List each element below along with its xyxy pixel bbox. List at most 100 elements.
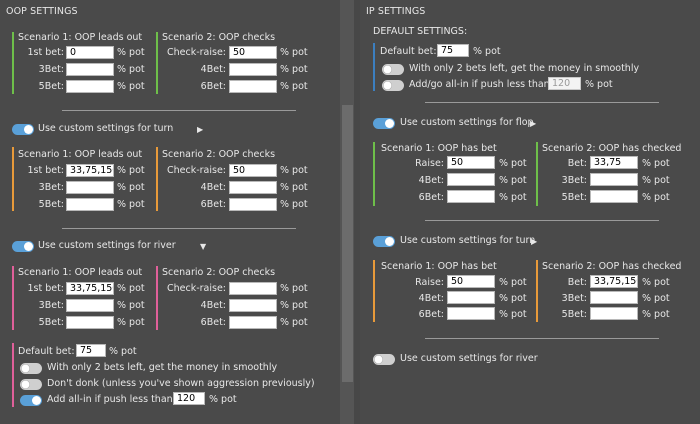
oop-flop-6bet-input[interactable] [229, 80, 277, 93]
ip-turn-s1-bar [373, 260, 375, 322]
oop-river-donk-toggle[interactable] [20, 379, 42, 390]
ip-flop-toggle[interactable] [373, 118, 395, 129]
oop-river-smooth-label[interactable]: With only 2 bets left, get the money in … [47, 362, 278, 373]
oop-flop-4bet-input[interactable] [229, 63, 277, 76]
pot-unit: % pot [642, 277, 670, 288]
oop-river-default-bet-input[interactable]: 75 [76, 344, 106, 357]
pot-unit: % pot [642, 293, 670, 304]
ip-turn-s2-r3-label: 5Bet: [561, 309, 587, 320]
oop-river-s1-r2-label: 3Bet: [38, 300, 64, 311]
expand-down-icon[interactable]: ▼ [200, 242, 207, 251]
ip-turn-4bet-input[interactable] [447, 291, 495, 304]
ip-settings-title: IP SETTINGS [366, 6, 426, 17]
oop-river-s2-r3-label: 6Bet: [200, 317, 226, 328]
oop-river-s2-r2-label: 4Bet: [200, 300, 226, 311]
ip-default-allin-input[interactable]: 120 [548, 77, 581, 90]
oop-river-5bet-input[interactable] [66, 316, 114, 329]
ip-flop-5bet-input[interactable] [590, 190, 638, 203]
oop-flop-s2-bar [156, 32, 158, 94]
oop-flop-s2-title: Scenario 2: OOP checks [162, 32, 276, 43]
ip-turn-s1-r2-label: 4Bet: [418, 293, 444, 304]
ip-turn-s1-r3-label: 6Bet: [418, 309, 444, 320]
ip-flop-s1-r3-label: 6Bet: [418, 192, 444, 203]
oop-river-check-raise-input[interactable] [229, 282, 277, 295]
oop-river-s1-title: Scenario 1: OOP leads out [18, 267, 143, 278]
ip-default-bet-label: Default bet: [380, 46, 437, 57]
oop-turn-toggle[interactable] [12, 124, 34, 135]
oop-river-smooth-toggle[interactable] [20, 363, 42, 374]
pot-unit: % pot [280, 317, 308, 328]
oop-river-toggle-label[interactable]: Use custom settings for river [38, 240, 176, 251]
ip-flop-4bet-input[interactable] [447, 173, 495, 186]
expand-right-icon[interactable]: ▶ [531, 237, 538, 246]
ip-flop-bet-input[interactable]: 33,75 [590, 156, 638, 169]
ip-default-allin-label[interactable]: Add/go all-in if push less than [409, 79, 550, 90]
oop-flop-check-raise-input[interactable]: 50 [229, 46, 277, 59]
oop-turn-1st-bet-input[interactable]: 33,75,150 [66, 164, 114, 177]
oop-flop-s1-r2-label: 3Bet: [38, 64, 64, 75]
oop-turn-4bet-input[interactable] [229, 181, 277, 194]
oop-turn-s2-r1-label: Check-raise: [166, 165, 226, 176]
oop-river-allin-toggle[interactable] [20, 395, 42, 406]
oop-turn-3bet-input[interactable] [66, 181, 114, 194]
ip-turn-5bet-input[interactable] [590, 307, 638, 320]
ip-flop-3bet-input[interactable] [590, 173, 638, 186]
oop-river-6bet-input[interactable] [229, 316, 277, 329]
oop-turn-6bet-input[interactable] [229, 198, 277, 211]
pot-unit: % pot [117, 199, 145, 210]
oop-flop-1st-bet-input[interactable]: 0 [66, 46, 114, 59]
expand-right-icon[interactable]: ▶ [197, 125, 204, 134]
oop-flop-s1-bar [12, 32, 14, 94]
oop-flop-s2-r2-label: 4Bet: [200, 64, 226, 75]
oop-turn-s2-bar [156, 147, 158, 211]
pot-unit: % pot [280, 81, 308, 92]
oop-river-toggle[interactable] [12, 241, 34, 252]
oop-turn-s2-r3-label: 6Bet: [200, 199, 226, 210]
ip-flop-toggle-label[interactable]: Use custom settings for flop [400, 117, 534, 128]
ip-turn-raise-input[interactable]: 50 [447, 275, 495, 288]
ip-default-bet-input[interactable]: 75 [437, 44, 469, 57]
scrollbar-thumb[interactable] [342, 105, 353, 382]
pot-unit: % pot [499, 158, 527, 169]
ip-turn-toggle[interactable] [373, 236, 395, 247]
ip-turn-toggle-label[interactable]: Use custom settings for turn [400, 235, 536, 246]
pot-unit: % pot [117, 81, 145, 92]
pot-unit: % pot [209, 394, 237, 405]
separator [425, 338, 659, 339]
pot-unit: % pot [109, 346, 137, 357]
oop-river-3bet-input[interactable] [66, 299, 114, 312]
ip-default-smooth-label[interactable]: With only 2 bets left, get the money in … [409, 63, 640, 74]
separator [425, 220, 659, 221]
ip-flop-raise-input[interactable]: 50 [447, 156, 495, 169]
oop-flop-5bet-input[interactable] [66, 80, 114, 93]
expand-right-icon[interactable]: ▶ [530, 119, 537, 128]
oop-flop-3bet-input[interactable] [66, 63, 114, 76]
oop-river-allin-input[interactable]: 120 [173, 392, 205, 405]
oop-turn-toggle-label[interactable]: Use custom settings for turn [38, 123, 174, 134]
oop-turn-check-raise-input[interactable]: 50 [229, 164, 277, 177]
oop-river-donk-label[interactable]: Don't donk (unless you've shown aggressi… [47, 378, 315, 389]
oop-turn-5bet-input[interactable] [66, 198, 114, 211]
ip-flop-s1-title: Scenario 1: OOP has bet [381, 143, 497, 154]
ip-river-toggle[interactable] [373, 354, 395, 365]
oop-river-4bet-input[interactable] [229, 299, 277, 312]
oop-river-allin-label[interactable]: Add all-in if push less than [47, 394, 173, 405]
oop-turn-s1-r2-label: 3Bet: [38, 182, 64, 193]
oop-river-1st-bet-input[interactable]: 33,75,150 [66, 282, 114, 295]
ip-default-smooth-toggle[interactable] [382, 64, 404, 75]
pot-unit: % pot [585, 79, 613, 90]
ip-turn-6bet-input[interactable] [447, 307, 495, 320]
pot-unit: % pot [499, 293, 527, 304]
pot-unit: % pot [642, 175, 670, 186]
panel-divider [354, 0, 360, 424]
ip-river-toggle-label[interactable]: Use custom settings for river [400, 353, 538, 364]
pot-unit: % pot [117, 165, 145, 176]
ip-turn-bet-input[interactable]: 33,75,150 [590, 275, 638, 288]
pot-unit: % pot [117, 317, 145, 328]
pot-unit: % pot [117, 182, 145, 193]
oop-river-s1-r1-label: 1st bet: [27, 283, 64, 294]
ip-flop-6bet-input[interactable] [447, 190, 495, 203]
ip-turn-3bet-input[interactable] [590, 291, 638, 304]
ip-default-bar [373, 43, 375, 91]
ip-default-allin-toggle[interactable] [382, 80, 404, 91]
